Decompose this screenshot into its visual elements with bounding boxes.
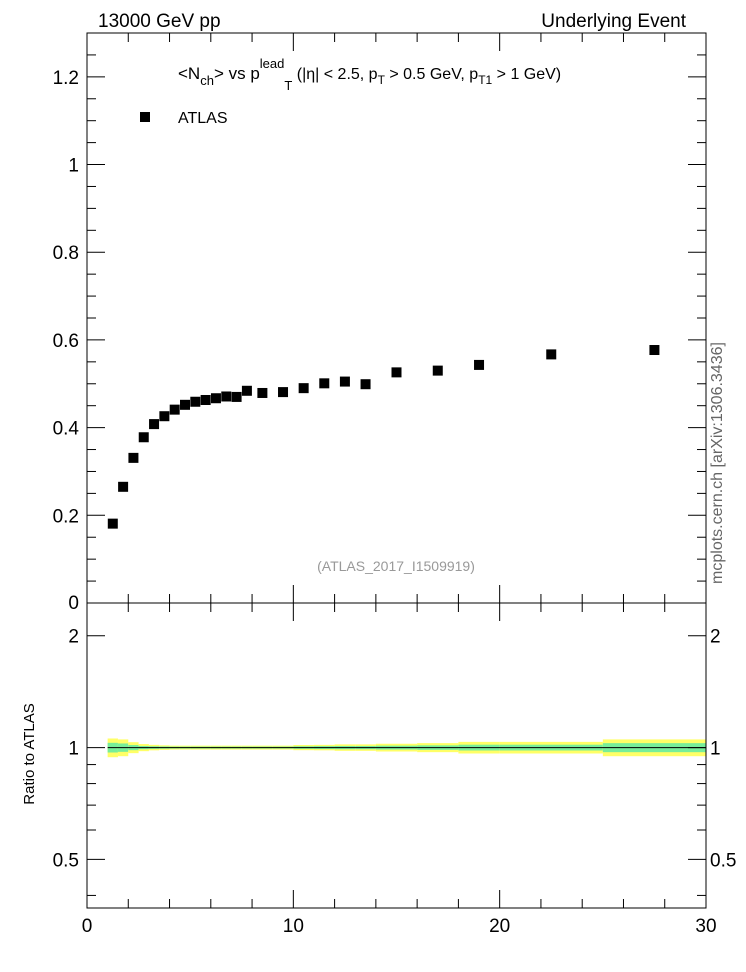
atlas-data-point xyxy=(200,394,211,405)
atlas-data-point xyxy=(231,391,242,402)
main-y-tick-label: 0.6 xyxy=(53,331,79,352)
ratio-y-axis-label: Ratio to ATLAS xyxy=(21,703,38,804)
atlas-data-points xyxy=(107,345,660,529)
atlas-data-point xyxy=(319,378,330,389)
header-right: Underlying Event xyxy=(541,11,686,32)
atlas-data-point xyxy=(159,411,170,422)
ratio-panel-frame xyxy=(86,602,707,909)
atlas-data-point xyxy=(190,396,201,407)
ratio-y-tick-labels: 0.5 0.5 1 1 2 2 xyxy=(53,627,737,872)
atlas-data-point xyxy=(169,404,180,415)
atlas-data-point xyxy=(298,383,309,394)
x-tick-label: 30 xyxy=(695,916,716,937)
atlas-data-point xyxy=(278,387,289,398)
ratio-y-tick-label-right: 1 xyxy=(710,739,721,760)
x-tick-label: 10 xyxy=(283,916,304,937)
main-y-tick-label: 0.2 xyxy=(53,506,79,527)
analysis-tag: (ATLAS_2017_I1509919) xyxy=(317,558,475,574)
ratio-y-tick-label-left: 1 xyxy=(68,739,79,760)
ratio-y-tick-label-left: 0.5 xyxy=(53,850,79,871)
ratio-y-tick-label-right: 0.5 xyxy=(710,850,736,871)
atlas-data-point xyxy=(149,419,160,430)
plot-title: <Nch> vs pleadT (|η| < 2.5, pT > 0.5 GeV… xyxy=(178,56,561,93)
main-y-tick-label: 1 xyxy=(68,156,79,177)
atlas-data-point xyxy=(339,376,350,387)
legend-label-atlas: ATLAS xyxy=(178,110,228,127)
atlas-data-point xyxy=(474,359,485,370)
atlas-data-point xyxy=(391,367,402,378)
legend-marker-atlas xyxy=(140,112,150,122)
atlas-data-point xyxy=(180,399,191,410)
atlas-data-point xyxy=(118,481,129,492)
main-axis-ticks xyxy=(86,33,707,603)
atlas-data-point xyxy=(241,385,252,396)
main-y-tick-label: 0.8 xyxy=(53,243,79,264)
atlas-data-point xyxy=(221,391,232,402)
main-y-zero-label: 0 xyxy=(68,593,79,614)
main-y-tick-label: 0.4 xyxy=(53,419,80,440)
atlas-data-point xyxy=(210,393,221,404)
header-left: 13000 GeV pp xyxy=(98,11,221,32)
atlas-data-point xyxy=(257,387,268,398)
main-y-tick-label: 1.2 xyxy=(53,68,79,89)
atlas-data-point xyxy=(128,452,139,463)
x-tick-labels: 0 10 20 30 xyxy=(82,916,717,937)
atlas-data-point xyxy=(432,365,443,376)
atlas-data-point xyxy=(360,379,371,390)
ratio-axis-ticks xyxy=(86,603,707,908)
atlas-data-point xyxy=(107,518,118,529)
atlas-data-point xyxy=(138,432,149,443)
atlas-data-point xyxy=(649,345,660,356)
side-label: mcplots.cern.ch [arXiv:1306.3436] xyxy=(709,342,726,584)
ratio-y-tick-label-left: 2 xyxy=(68,627,79,648)
atlas-data-point xyxy=(546,349,557,360)
main-y-tick-labels: 0.2 0.4 0.6 0.8 1 1.2 xyxy=(53,68,80,527)
x-tick-label: 20 xyxy=(489,916,510,937)
ratio-y-tick-label-right: 2 xyxy=(710,627,721,648)
x-tick-label: 0 xyxy=(82,916,93,937)
